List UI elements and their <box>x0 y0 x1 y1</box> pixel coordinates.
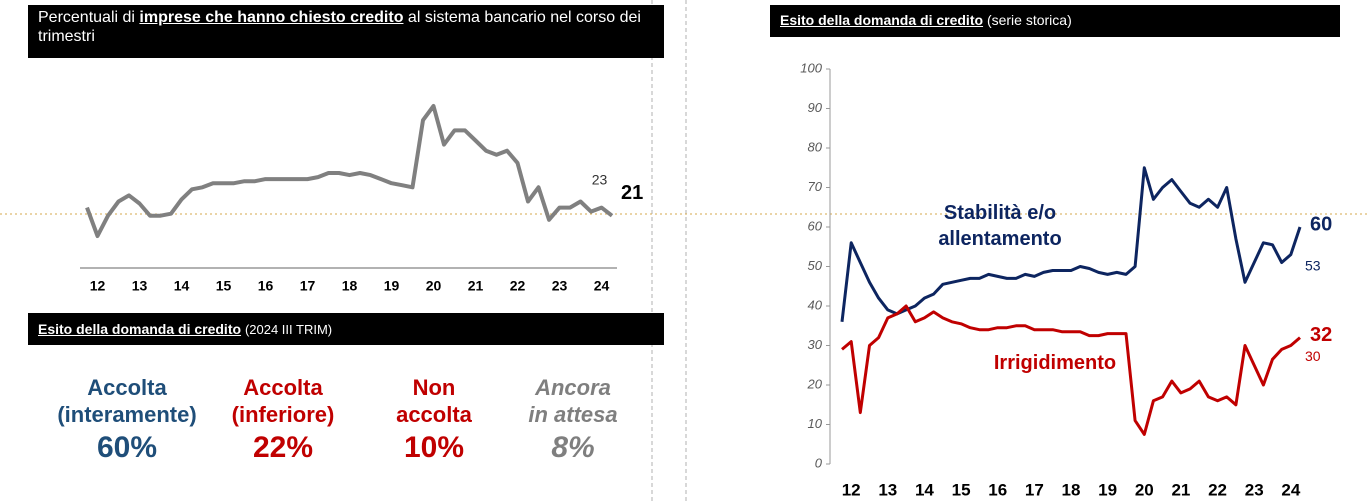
prev-label: 53 <box>1305 257 1321 273</box>
x-tick-label: 12 <box>90 278 106 294</box>
outcome-label: accolta <box>396 402 472 427</box>
x-tick-label: 20 <box>1135 480 1154 499</box>
y-tick-label: 70 <box>808 179 823 194</box>
x-tick-label: 22 <box>510 278 526 294</box>
x-tick-label: 17 <box>1025 480 1044 499</box>
y-tick-label: 0 <box>815 455 823 470</box>
x-tick-label: 19 <box>384 278 400 294</box>
y-tick-label: 40 <box>808 297 823 312</box>
header-note: (2024 III TRIM) <box>244 322 333 337</box>
end-label: 60 <box>1310 213 1332 235</box>
x-tick-label: 24 <box>594 278 610 294</box>
data-line <box>841 304 1301 436</box>
outcome-value: 22% <box>252 431 314 464</box>
outcome-label: Non <box>412 375 456 400</box>
outcome-label: (interamente) <box>57 402 197 427</box>
header-text: al sistema bancario nel corso dei trimes… <box>38 9 641 45</box>
outcome-label: Accolta <box>243 375 323 400</box>
y-tick-label: 10 <box>808 416 823 431</box>
y-tick-label: 100 <box>800 60 822 75</box>
header-text: imprese che hanno chiesto credito <box>139 9 404 26</box>
x-tick-label: 15 <box>216 278 232 294</box>
outcome-value: 60% <box>96 431 158 464</box>
outcome-item: Accolta (interamente) 60% <box>42 374 212 464</box>
data-line <box>840 166 1302 322</box>
x-tick-label: 21 <box>468 278 484 294</box>
header-title: Esito della domanda di credito <box>780 12 984 28</box>
x-tick-label: 18 <box>342 278 358 294</box>
y-tick-label: 60 <box>808 218 823 233</box>
header-text: Percentuali di <box>38 9 140 26</box>
x-tick-label: 21 <box>1171 480 1190 499</box>
x-tick-label: 13 <box>878 480 897 499</box>
prev-label: 30 <box>1305 348 1321 364</box>
x-tick-label: 18 <box>1062 480 1081 499</box>
outcome-item: Accolta (inferiore) 22% <box>198 374 368 464</box>
outcome-header: Esito della domanda di credito (2024 III… <box>28 313 664 345</box>
y-tick-label: 80 <box>808 139 823 154</box>
y-tick-label: 20 <box>807 376 823 391</box>
x-tick-label: 13 <box>132 278 148 294</box>
outcome-item: Non accolta 10% <box>349 374 519 464</box>
end-label: 21 <box>621 182 643 204</box>
x-tick-label: 17 <box>300 278 316 294</box>
x-tick-label: 23 <box>552 278 568 294</box>
prev-label: 23 <box>592 171 608 187</box>
x-tick-label: 16 <box>988 480 1007 499</box>
series-label: Irrigidimento <box>993 352 1117 374</box>
series-label: Stabilità e/o allentamento <box>938 202 1062 250</box>
outcome-label: Ancora <box>535 375 611 400</box>
x-tick-label: 20 <box>426 278 442 294</box>
x-tick-label: 14 <box>915 480 934 499</box>
y-tick-label: 30 <box>808 337 823 352</box>
x-tick-label: 15 <box>952 480 971 499</box>
outcome-label: in attesa <box>528 402 618 427</box>
outcome-item: Ancora in attesa 8% <box>488 374 658 464</box>
x-tick-label: 14 <box>174 278 190 294</box>
x-tick-label: 22 <box>1208 480 1227 499</box>
x-tick-label: 24 <box>1281 480 1300 499</box>
outcome-label: (inferiore) <box>231 402 335 427</box>
outcome-value: 10% <box>403 431 465 464</box>
y-tick-label: 90 <box>808 100 823 115</box>
y-tick-label: 50 <box>808 258 823 273</box>
header-note: (serie storica) <box>986 12 1072 28</box>
x-tick-label: 19 <box>1098 480 1117 499</box>
x-tick-label: 16 <box>258 278 274 294</box>
outcome-label: Accolta <box>87 375 167 400</box>
data-line <box>85 104 614 238</box>
x-tick-label: 23 <box>1245 480 1264 499</box>
left-header: Percentuali di imprese che hanno chiesto… <box>28 5 664 58</box>
header-title: Esito della domanda di credito <box>38 321 242 337</box>
right-header: Esito della domanda di credito (serie st… <box>770 5 1340 37</box>
outcome-value: 8% <box>551 431 595 464</box>
x-tick-label: 12 <box>842 480 861 499</box>
end-label: 32 <box>1310 324 1332 346</box>
